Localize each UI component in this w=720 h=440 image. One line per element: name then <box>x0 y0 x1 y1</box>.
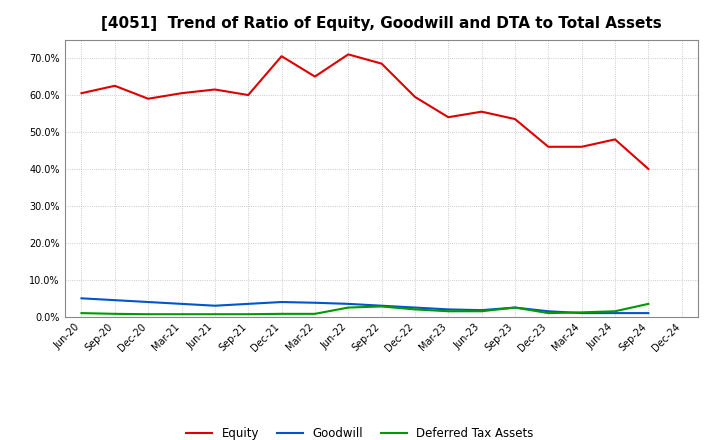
Equity <box>344 52 353 57</box>
Equity <box>177 91 186 96</box>
Equity <box>611 137 619 142</box>
Goodwill <box>310 300 319 305</box>
Deferred Tax Assets <box>144 312 153 317</box>
Equity <box>144 96 153 101</box>
Line: Equity: Equity <box>81 55 649 169</box>
Goodwill <box>611 311 619 316</box>
Goodwill <box>177 301 186 307</box>
Deferred Tax Assets <box>177 312 186 317</box>
Deferred Tax Assets <box>611 308 619 314</box>
Goodwill <box>577 311 586 316</box>
Deferred Tax Assets <box>410 307 419 312</box>
Equity <box>210 87 219 92</box>
Goodwill <box>110 297 119 303</box>
Goodwill <box>444 307 453 312</box>
Equity <box>644 166 653 172</box>
Goodwill <box>510 305 519 310</box>
Equity <box>544 144 553 150</box>
Goodwill <box>244 301 253 307</box>
Title: [4051]  Trend of Ratio of Equity, Goodwill and DTA to Total Assets: [4051] Trend of Ratio of Equity, Goodwil… <box>102 16 662 32</box>
Deferred Tax Assets <box>277 311 286 316</box>
Deferred Tax Assets <box>644 301 653 307</box>
Deferred Tax Assets <box>344 305 353 310</box>
Equity <box>277 54 286 59</box>
Goodwill <box>377 303 386 308</box>
Equity <box>577 144 586 150</box>
Line: Goodwill: Goodwill <box>81 298 649 313</box>
Equity <box>244 92 253 98</box>
Goodwill <box>77 296 86 301</box>
Equity <box>477 109 486 114</box>
Goodwill <box>544 308 553 314</box>
Goodwill <box>344 301 353 307</box>
Equity <box>410 94 419 99</box>
Equity <box>110 83 119 88</box>
Deferred Tax Assets <box>510 305 519 310</box>
Goodwill <box>410 305 419 310</box>
Deferred Tax Assets <box>444 308 453 314</box>
Goodwill <box>644 311 653 316</box>
Equity <box>310 74 319 79</box>
Deferred Tax Assets <box>310 311 319 316</box>
Deferred Tax Assets <box>210 312 219 317</box>
Deferred Tax Assets <box>110 311 119 316</box>
Equity <box>444 114 453 120</box>
Goodwill <box>144 299 153 304</box>
Deferred Tax Assets <box>77 311 86 316</box>
Deferred Tax Assets <box>244 312 253 317</box>
Goodwill <box>477 308 486 313</box>
Deferred Tax Assets <box>544 311 553 316</box>
Goodwill <box>210 303 219 308</box>
Line: Deferred Tax Assets: Deferred Tax Assets <box>81 304 649 314</box>
Deferred Tax Assets <box>377 304 386 309</box>
Deferred Tax Assets <box>477 308 486 314</box>
Deferred Tax Assets <box>577 310 586 315</box>
Legend: Equity, Goodwill, Deferred Tax Assets: Equity, Goodwill, Deferred Tax Assets <box>181 422 539 440</box>
Equity <box>377 61 386 66</box>
Equity <box>510 117 519 122</box>
Goodwill <box>277 299 286 304</box>
Equity <box>77 91 86 96</box>
